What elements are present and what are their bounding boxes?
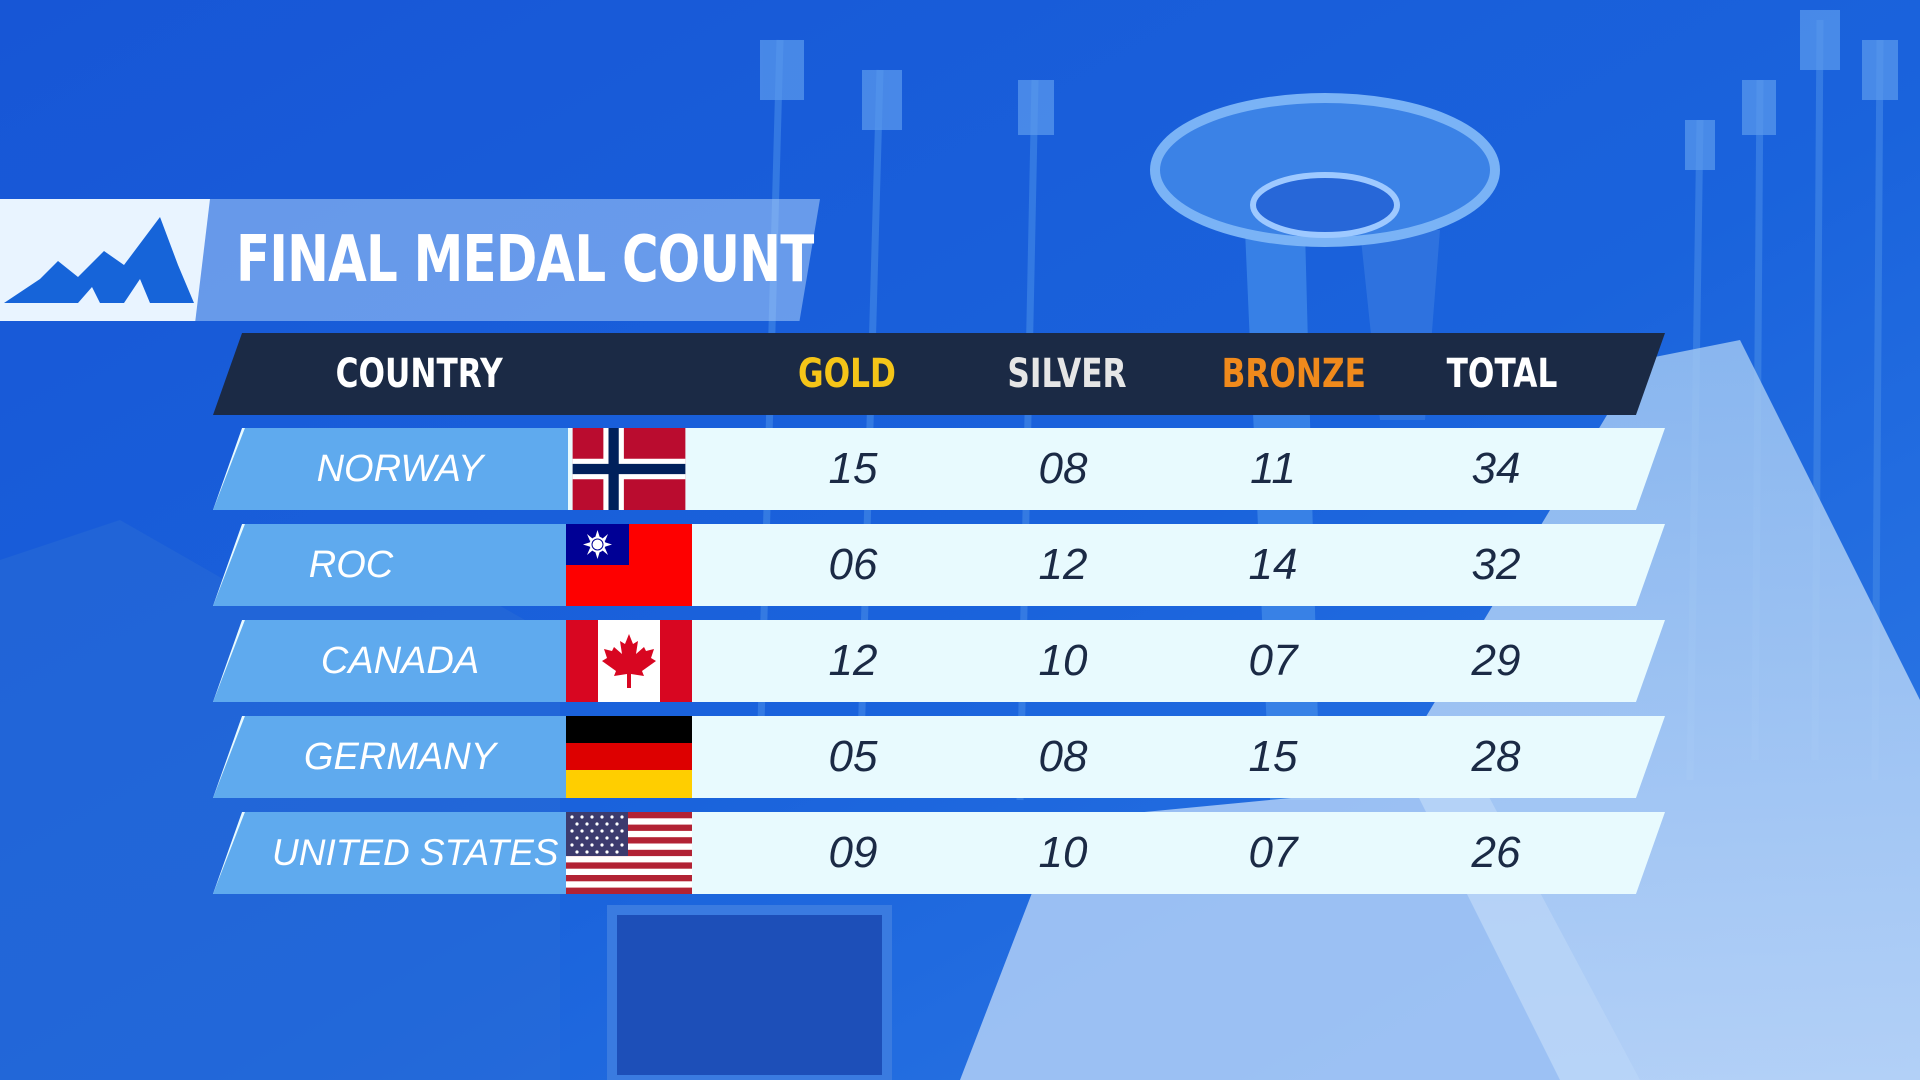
header-bronze: BRONZE (1221, 351, 1366, 397)
mountain-logo-icon (4, 217, 194, 303)
table-row: UNITED STATES 09 10 (0, 812, 1920, 894)
bronze-count: 11 (1250, 444, 1296, 493)
bronze-count: 14 (1248, 540, 1298, 589)
country-name: GERMANY (303, 736, 497, 778)
country-name: UNITED STATES (272, 832, 559, 873)
gold-count: 06 (828, 540, 878, 589)
silver-count: 12 (1038, 540, 1088, 589)
country-name: ROC (308, 544, 394, 586)
gold-count: 15 (828, 444, 878, 493)
header-total: TOTAL (1446, 351, 1558, 397)
country-name: NORWAY (316, 448, 484, 490)
united-states-flag-icon (566, 812, 692, 894)
total-count: 34 (1471, 444, 1521, 493)
header-gold: GOLD (798, 351, 896, 397)
silver-count: 10 (1038, 636, 1088, 685)
bronze-count: 15 (1248, 732, 1298, 781)
total-count: 29 (1471, 636, 1521, 685)
logo-box (0, 199, 210, 321)
table-header-bar (213, 333, 1665, 415)
bronze-count: 07 (1248, 636, 1298, 685)
table-row: CANADA 12 10 07 29 (0, 620, 1920, 702)
gold-count: 09 (828, 828, 878, 877)
total-count: 26 (1471, 828, 1521, 877)
table-row: ROC 06 12 14 32 (0, 524, 1920, 606)
country-cell (213, 524, 568, 606)
country-cell (213, 620, 568, 702)
page-title: FINAL MEDAL COUNT (236, 223, 814, 297)
total-count: 32 (1471, 540, 1521, 589)
germany-flag-icon (566, 716, 692, 798)
gold-count: 05 (828, 732, 878, 781)
roc-flag-icon (566, 524, 692, 606)
silver-count: 08 (1038, 444, 1088, 493)
gold-count: 12 (828, 636, 878, 685)
silver-count: 10 (1038, 828, 1088, 877)
norway-flag-icon (566, 428, 692, 510)
header-country: COUNTRY (335, 351, 503, 397)
table-row: GERMANY 05 08 15 28 (0, 716, 1920, 798)
header-silver: SILVER (1007, 351, 1127, 397)
country-cell (213, 428, 568, 510)
canada-flag-icon (566, 620, 692, 702)
country-cell (213, 716, 568, 798)
total-count: 28 (1471, 732, 1521, 781)
table-row: NORWAY 15 08 11 34 (0, 428, 1920, 510)
silver-count: 08 (1038, 732, 1088, 781)
country-cell (213, 812, 568, 894)
country-name: CANADA (320, 640, 480, 682)
bronze-count: 07 (1248, 828, 1298, 877)
